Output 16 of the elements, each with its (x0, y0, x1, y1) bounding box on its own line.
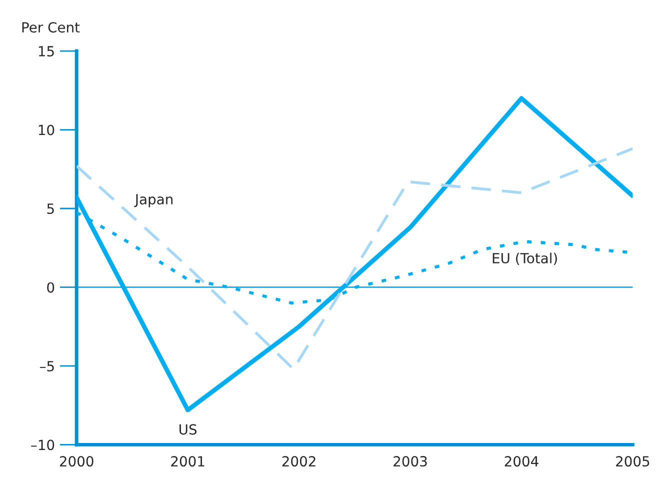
y-tick-label: –5 (40, 361, 54, 372)
x-tick-label: 2002 (282, 456, 316, 467)
x-tick-label: 2004 (504, 456, 538, 467)
x-tick-label: 2005 (616, 456, 650, 467)
y-tick-label: –10 (31, 440, 54, 450)
y-tick-label: 10 (38, 124, 54, 136)
y-tick-label: 15 (38, 46, 54, 57)
x-tick-label: 2003 (394, 456, 427, 467)
x-tick-label: 2000 (60, 456, 94, 467)
y-tick-label: 0 (47, 282, 54, 293)
y-axis-title: Per Cent (22, 22, 80, 33)
y-tick-label: 5 (47, 204, 54, 214)
x-tick-label: 2001 (171, 456, 204, 467)
series-label: Japan (134, 194, 172, 208)
series-label: EU (Total) (492, 252, 557, 266)
series-label: US (180, 424, 197, 435)
